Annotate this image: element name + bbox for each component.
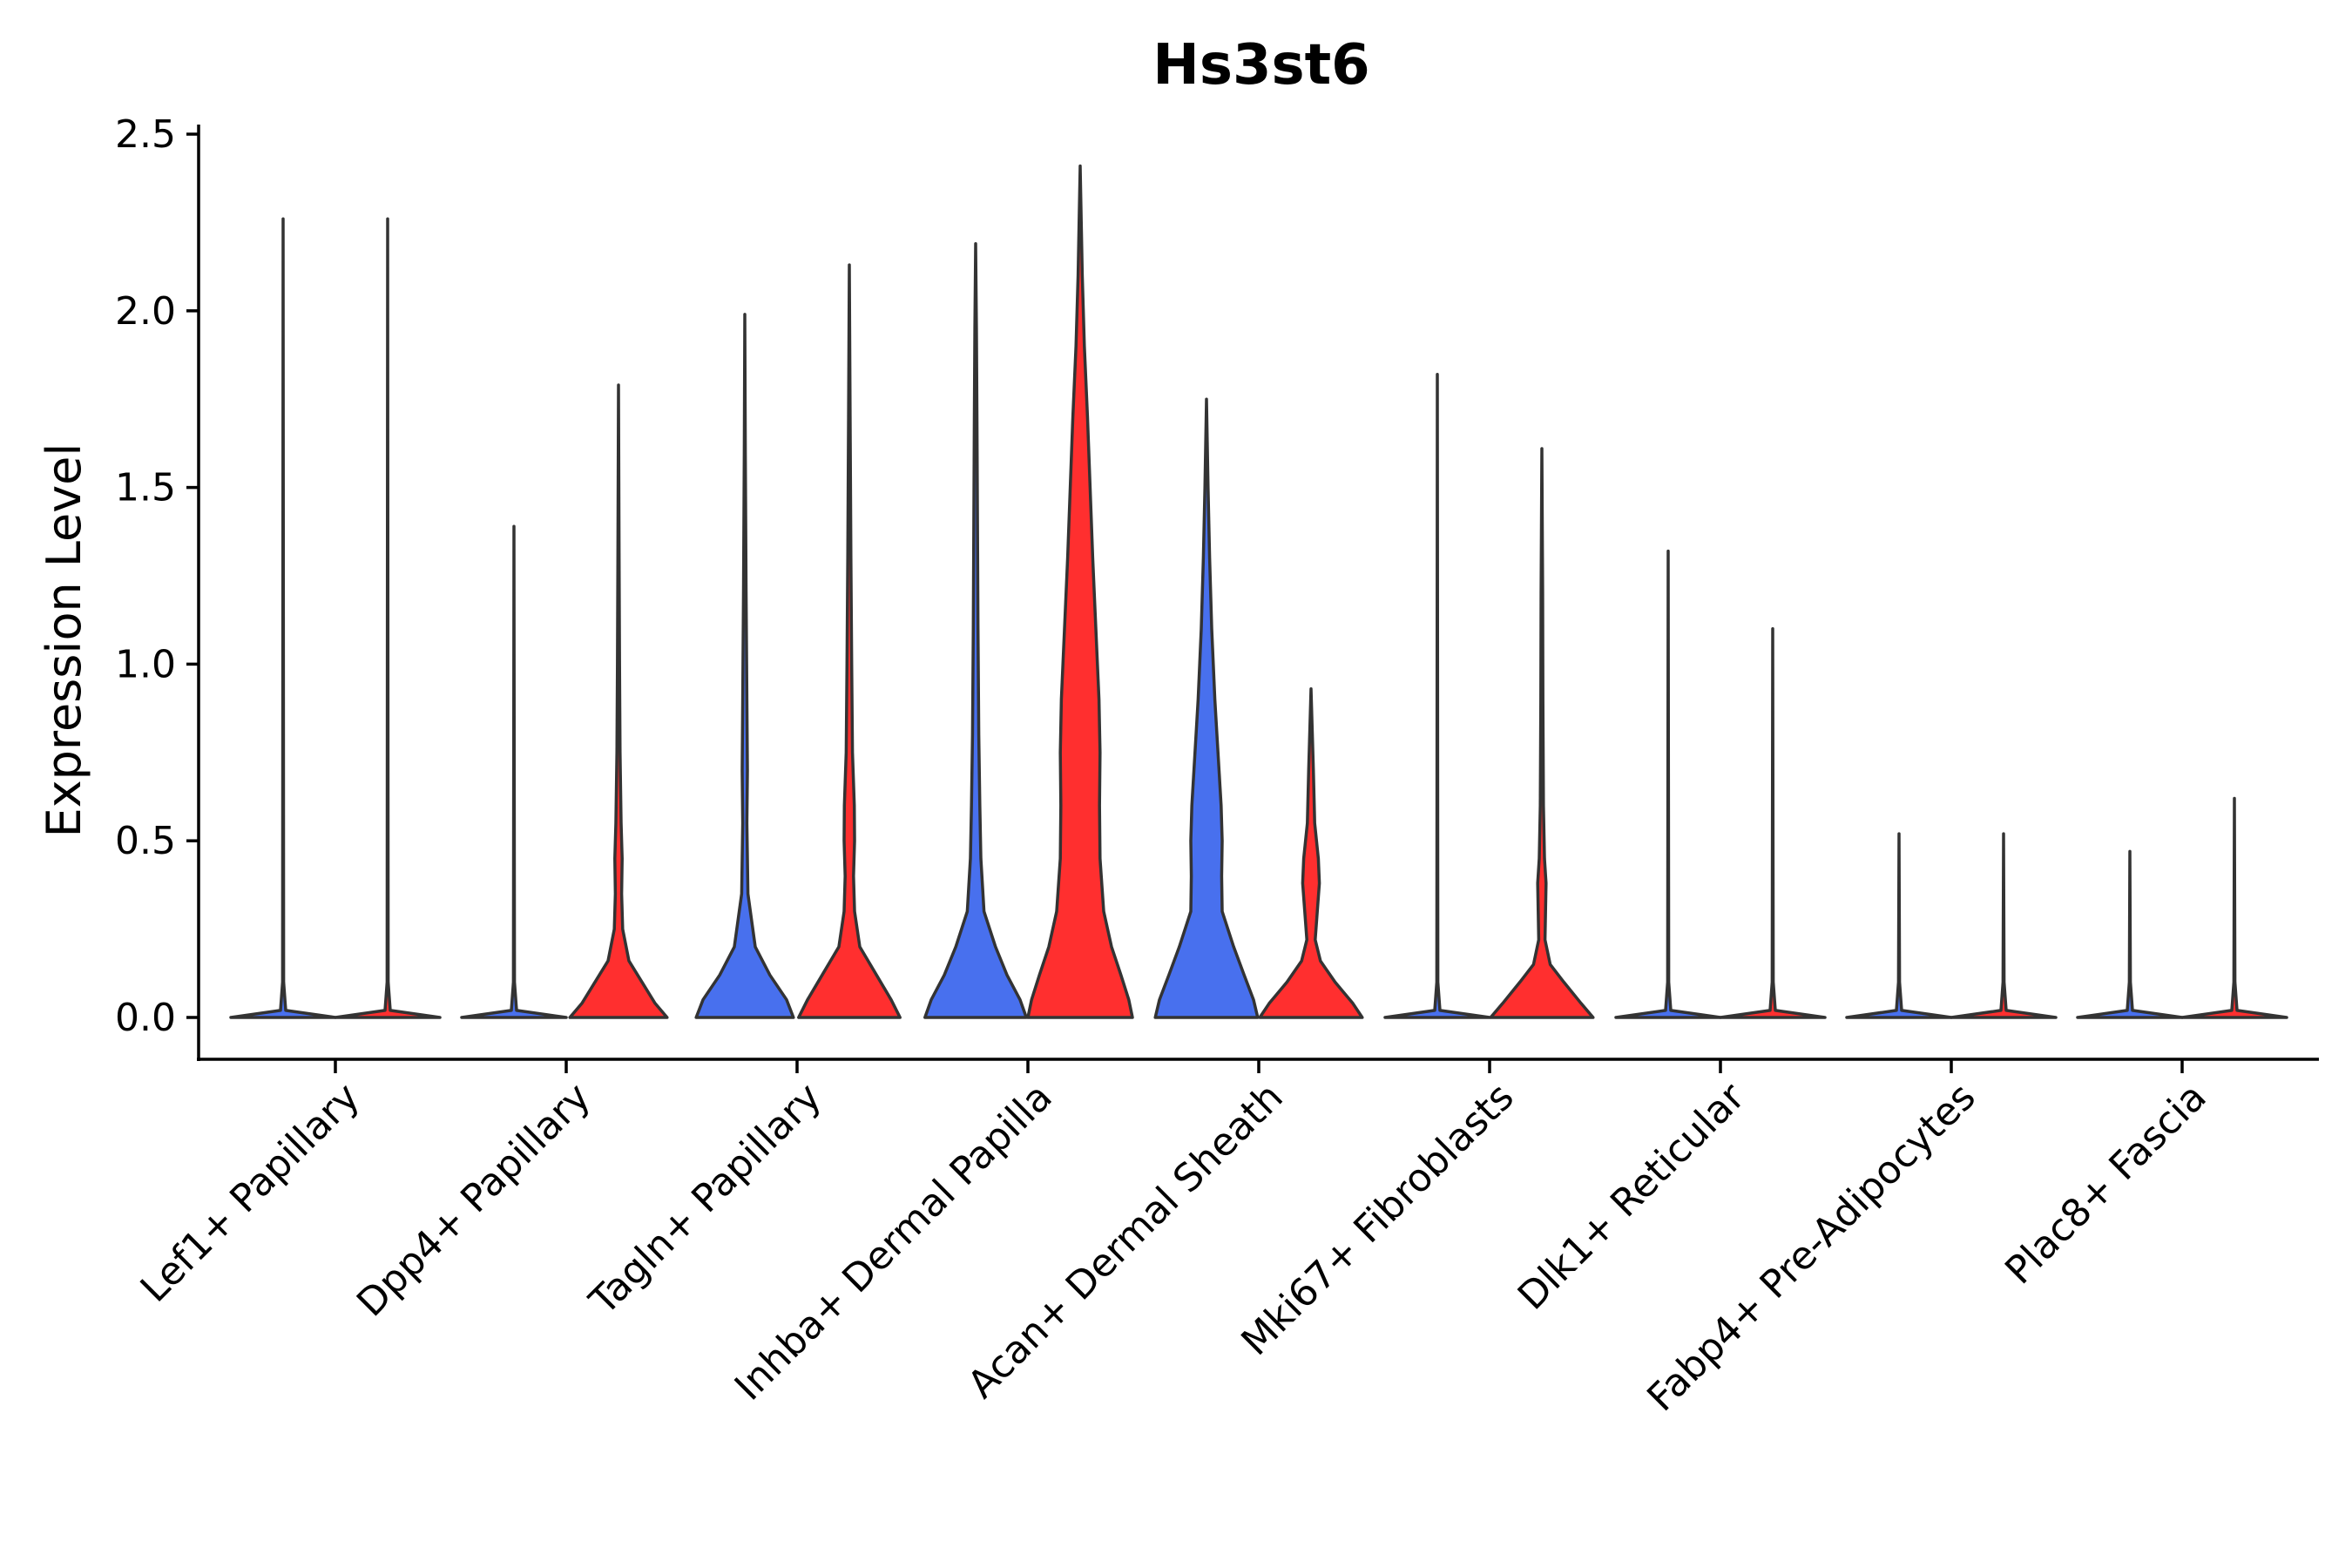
y-axis-label: Expression Level: [37, 443, 91, 838]
violin-condition-2-4: [1258, 687, 1364, 1019]
violin-condition-1-2: [694, 313, 795, 1019]
violin-condition-1-5: [1383, 373, 1491, 1019]
violin-condition-1-6: [1614, 549, 1722, 1019]
x-tick-label: Plac8+ Fascia: [1997, 1075, 2215, 1294]
violin-condition-1-3: [923, 241, 1028, 1019]
violin-condition-2-0: [334, 217, 442, 1019]
y-tick-label: 1.0: [115, 642, 176, 686]
chart-title: Hs3st6: [1152, 33, 1369, 98]
violin-condition-2-5: [1489, 447, 1595, 1019]
violin-condition-1-8: [2076, 849, 2184, 1019]
violin-condition-2-2: [797, 263, 902, 1019]
y-tick-label: 2.5: [115, 112, 176, 157]
x-tick-label: Lef1+ Papillary: [132, 1075, 368, 1311]
violin-condition-2-8: [2180, 796, 2288, 1019]
violin-condition-1-4: [1153, 397, 1260, 1019]
violin-condition-1-1: [460, 524, 568, 1019]
y-tick-label: 0.0: [115, 996, 176, 1040]
violin-condition-1-0: [229, 217, 337, 1019]
x-tick-label: Tagln+ Papillary: [581, 1075, 830, 1324]
violin-condition-2-6: [1719, 627, 1827, 1019]
violin-condition-2-7: [1950, 832, 2058, 1019]
violin-condition-2-1: [568, 383, 669, 1019]
y-tick-label: 2.0: [115, 289, 176, 334]
x-tick-label: Dlk1+ Reticular: [1510, 1074, 1754, 1319]
y-tick-label: 1.5: [115, 466, 176, 510]
x-tick-label: Dpp4+ Papillary: [348, 1075, 599, 1326]
violins-layer: [229, 164, 2288, 1019]
violin-condition-2-3: [1026, 164, 1134, 1019]
y-axis-ticks: 0.0 0.5 1.0 1.5 2.0 2.5: [115, 112, 199, 1040]
violin-condition-1-7: [1845, 832, 1953, 1019]
y-tick-label: 0.5: [115, 819, 176, 863]
